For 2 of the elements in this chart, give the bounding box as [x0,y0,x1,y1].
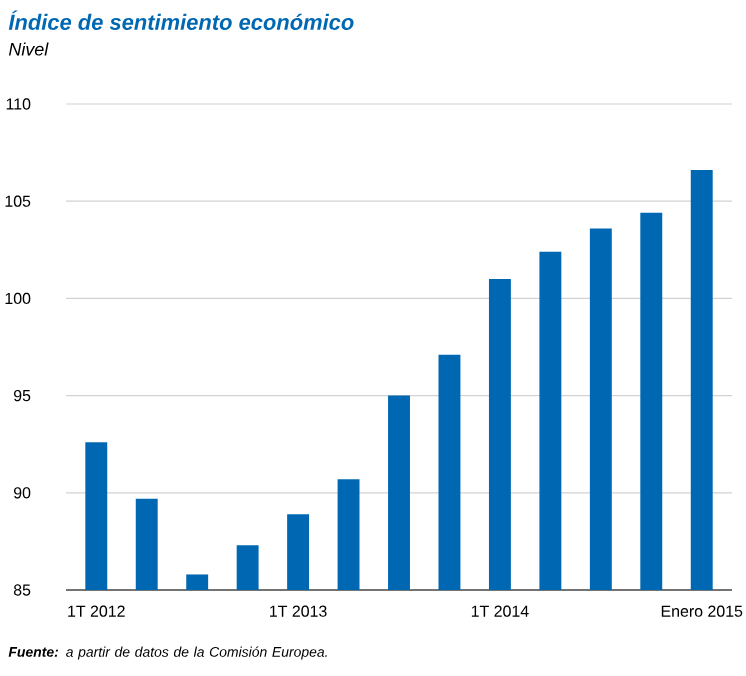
chart-title: Índice de sentimiento económico [8,10,354,30]
chart-subtitle: Nivel [8,42,49,56]
